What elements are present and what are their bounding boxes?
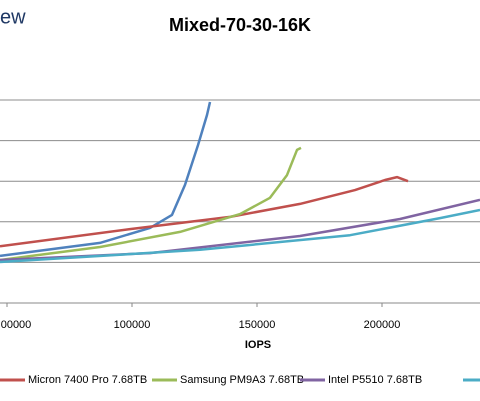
logo: ew xyxy=(0,6,26,28)
legend-label: Micron 7400 Pro 7.68TB xyxy=(28,374,147,386)
legend-label: Intel P5510 7.68TB xyxy=(328,374,422,386)
x-tick-label: 200000 xyxy=(364,319,401,331)
series-line xyxy=(0,146,302,262)
series-line xyxy=(0,175,409,248)
chart-title: Mixed-70-30-16K xyxy=(169,15,311,35)
series-line xyxy=(0,101,212,258)
x-tick-label: 150000 xyxy=(239,319,276,331)
x-axis-label: IOPS xyxy=(245,339,271,351)
x-tick-label: 00000 xyxy=(1,319,32,331)
x-tick-label: 100000 xyxy=(114,319,151,331)
legend-label: Samsung PM9A3 7.68TB xyxy=(180,374,304,386)
series-line xyxy=(0,208,480,264)
